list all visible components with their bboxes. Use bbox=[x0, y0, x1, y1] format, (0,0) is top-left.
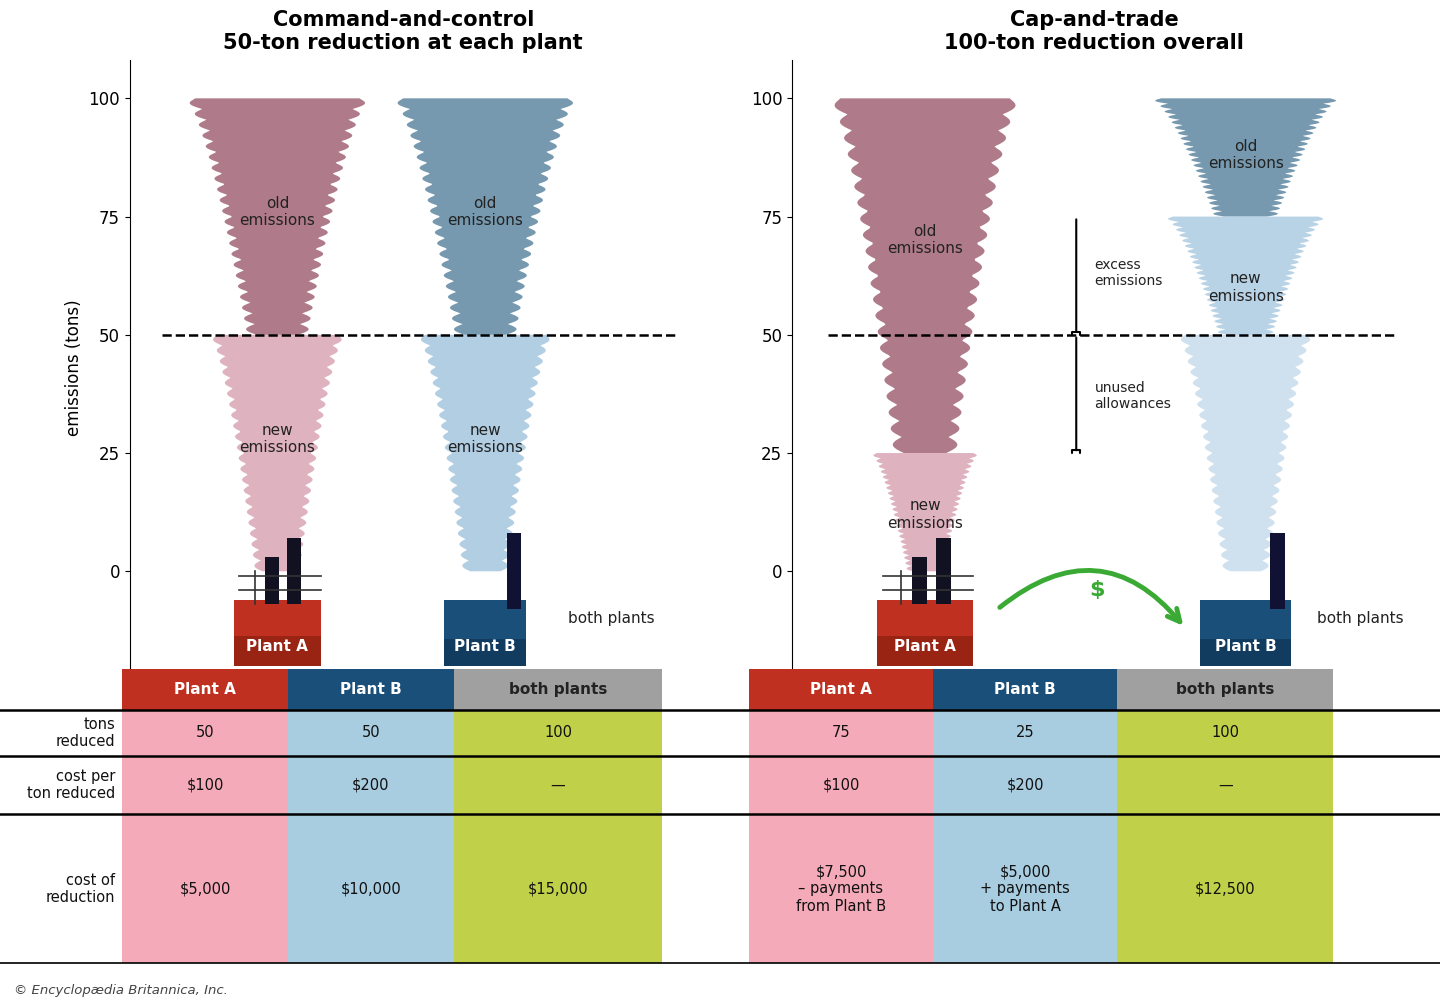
Text: $100: $100 bbox=[822, 778, 860, 792]
FancyBboxPatch shape bbox=[1270, 533, 1284, 609]
Text: new
emissions: new emissions bbox=[887, 498, 963, 531]
FancyBboxPatch shape bbox=[749, 756, 933, 814]
FancyBboxPatch shape bbox=[877, 636, 973, 666]
FancyBboxPatch shape bbox=[288, 814, 454, 964]
FancyBboxPatch shape bbox=[454, 814, 662, 964]
Text: $: $ bbox=[1090, 581, 1104, 600]
Text: —: — bbox=[550, 778, 566, 792]
FancyBboxPatch shape bbox=[454, 756, 662, 814]
Text: both plants: both plants bbox=[1318, 611, 1404, 626]
Polygon shape bbox=[873, 453, 976, 572]
Text: 100: 100 bbox=[1211, 726, 1240, 741]
FancyBboxPatch shape bbox=[444, 600, 527, 666]
Text: $7,500
– payments
from Plant B: $7,500 – payments from Plant B bbox=[796, 864, 886, 914]
Polygon shape bbox=[397, 99, 573, 335]
Text: 100: 100 bbox=[544, 726, 572, 741]
Text: 50: 50 bbox=[361, 726, 380, 741]
FancyBboxPatch shape bbox=[749, 710, 933, 756]
FancyBboxPatch shape bbox=[288, 710, 454, 756]
Text: both plants: both plants bbox=[508, 681, 608, 697]
FancyBboxPatch shape bbox=[507, 533, 521, 609]
FancyBboxPatch shape bbox=[1117, 710, 1333, 756]
FancyBboxPatch shape bbox=[444, 639, 527, 666]
Text: old
emissions: old emissions bbox=[448, 196, 523, 228]
FancyBboxPatch shape bbox=[1117, 756, 1333, 814]
Y-axis label: emissions (tons): emissions (tons) bbox=[65, 299, 82, 436]
FancyBboxPatch shape bbox=[122, 814, 288, 964]
FancyBboxPatch shape bbox=[265, 557, 279, 605]
Polygon shape bbox=[213, 335, 341, 572]
Text: tons
reduced: tons reduced bbox=[56, 717, 115, 749]
Text: Plant B: Plant B bbox=[340, 681, 402, 697]
Text: old
emissions: old emissions bbox=[239, 196, 315, 228]
Text: © Encyclopædia Britannica, Inc.: © Encyclopædia Britannica, Inc. bbox=[14, 985, 229, 997]
Text: 25: 25 bbox=[1017, 726, 1034, 741]
FancyBboxPatch shape bbox=[933, 756, 1117, 814]
Polygon shape bbox=[835, 99, 1015, 453]
FancyBboxPatch shape bbox=[933, 710, 1117, 756]
Text: $100: $100 bbox=[187, 778, 223, 792]
Text: $5,000: $5,000 bbox=[180, 881, 230, 896]
FancyBboxPatch shape bbox=[122, 710, 288, 756]
Text: Plant B: Plant B bbox=[995, 681, 1056, 697]
Text: 75: 75 bbox=[832, 726, 850, 741]
Text: $12,500: $12,500 bbox=[1195, 881, 1256, 896]
Text: new
emissions: new emissions bbox=[239, 422, 315, 455]
FancyBboxPatch shape bbox=[1117, 814, 1333, 964]
FancyBboxPatch shape bbox=[877, 600, 973, 666]
FancyBboxPatch shape bbox=[122, 668, 288, 710]
Text: $15,000: $15,000 bbox=[527, 881, 589, 896]
Title: Cap-and-trade
100-ton reduction overall: Cap-and-trade 100-ton reduction overall bbox=[945, 10, 1244, 53]
FancyBboxPatch shape bbox=[288, 668, 454, 710]
Text: Plant A: Plant A bbox=[894, 638, 956, 653]
Text: Plant A: Plant A bbox=[811, 681, 871, 697]
Text: cost of
reduction: cost of reduction bbox=[46, 873, 115, 905]
FancyBboxPatch shape bbox=[933, 668, 1117, 710]
FancyBboxPatch shape bbox=[288, 756, 454, 814]
Text: —: — bbox=[1218, 778, 1233, 792]
Text: new
emissions: new emissions bbox=[1208, 271, 1283, 303]
FancyBboxPatch shape bbox=[1201, 600, 1292, 666]
Polygon shape bbox=[190, 99, 366, 335]
Title: Command-and-control
50-ton reduction at each plant: Command-and-control 50-ton reduction at … bbox=[223, 10, 583, 53]
Text: unused
allowances: unused allowances bbox=[1094, 381, 1171, 411]
FancyBboxPatch shape bbox=[454, 668, 662, 710]
Polygon shape bbox=[1168, 217, 1323, 335]
FancyBboxPatch shape bbox=[1117, 668, 1333, 710]
Text: Plant B: Plant B bbox=[455, 638, 516, 653]
FancyBboxPatch shape bbox=[933, 814, 1117, 964]
Text: excess
emissions: excess emissions bbox=[1094, 258, 1162, 288]
FancyBboxPatch shape bbox=[1201, 639, 1292, 666]
FancyBboxPatch shape bbox=[912, 557, 927, 605]
Text: new
emissions: new emissions bbox=[448, 422, 523, 455]
Text: Plant B: Plant B bbox=[1215, 638, 1276, 653]
FancyBboxPatch shape bbox=[233, 600, 321, 666]
FancyBboxPatch shape bbox=[287, 538, 301, 605]
Text: old
emissions: old emissions bbox=[887, 224, 963, 256]
Polygon shape bbox=[1155, 99, 1336, 217]
Text: 50: 50 bbox=[196, 726, 215, 741]
Text: Plant A: Plant A bbox=[246, 638, 308, 653]
Text: both plants: both plants bbox=[567, 611, 654, 626]
Text: old
emissions: old emissions bbox=[1208, 139, 1283, 171]
FancyBboxPatch shape bbox=[936, 538, 950, 605]
Text: $200: $200 bbox=[1007, 778, 1044, 792]
Text: Plant A: Plant A bbox=[174, 681, 236, 697]
Text: $10,000: $10,000 bbox=[340, 881, 402, 896]
Text: both plants: both plants bbox=[1176, 681, 1274, 697]
FancyBboxPatch shape bbox=[233, 636, 321, 666]
Text: $5,000
+ payments
to Plant A: $5,000 + payments to Plant A bbox=[981, 864, 1070, 914]
FancyBboxPatch shape bbox=[454, 710, 662, 756]
Polygon shape bbox=[420, 335, 550, 572]
Text: cost per
ton reduced: cost per ton reduced bbox=[27, 769, 115, 801]
FancyBboxPatch shape bbox=[749, 668, 933, 710]
Polygon shape bbox=[1181, 335, 1310, 572]
FancyBboxPatch shape bbox=[122, 756, 288, 814]
FancyBboxPatch shape bbox=[749, 814, 933, 964]
Text: $200: $200 bbox=[351, 778, 390, 792]
